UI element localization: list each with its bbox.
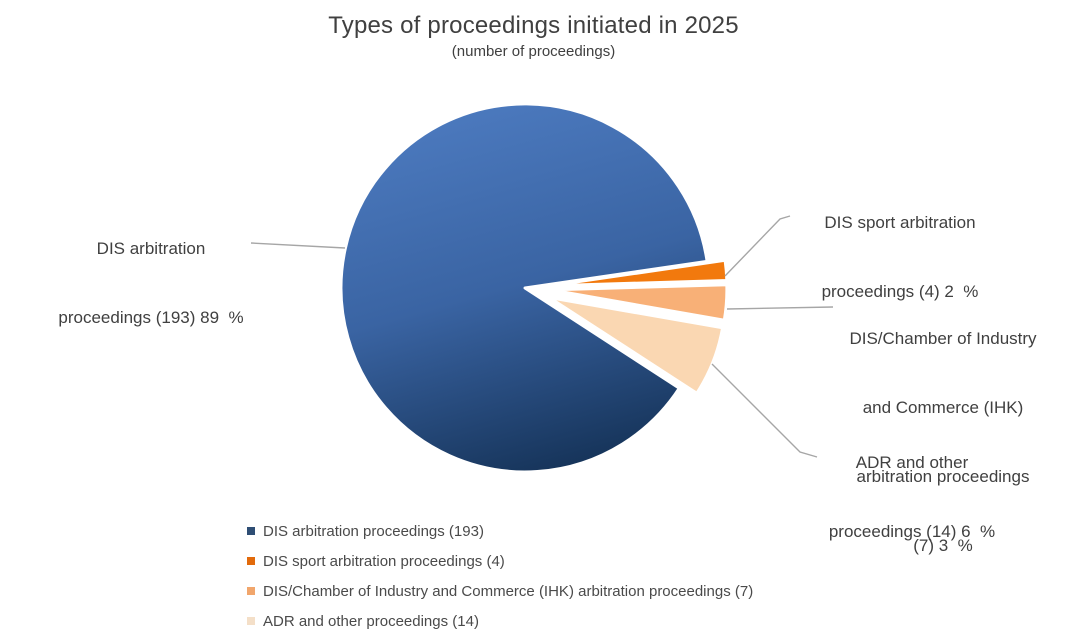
- legend-swatch-icon: [247, 557, 255, 565]
- leader-line-dis-arbitration: [250, 242, 346, 249]
- leader-line-adr-other: [711, 363, 818, 458]
- data-label-line: arbitration proceedings: [856, 467, 1030, 486]
- data-label-sport-arbitration: DIS sport arbitration proceedings (4) 2 …: [822, 165, 979, 349]
- leader-line-ihk-arbitration: [726, 306, 834, 310]
- data-label-line: DIS/Chamber of Industry: [849, 329, 1037, 348]
- data-label-line: proceedings (4) 2 %: [821, 282, 979, 301]
- legend-swatch-icon: [247, 617, 255, 625]
- legend-swatch-icon: [247, 527, 255, 535]
- data-label-line: DIS sport arbitration: [824, 213, 976, 232]
- data-label-adr-other: ADR and other proceedings (14) 6 %: [829, 405, 995, 589]
- data-label-line: proceedings (14) 6 %: [828, 522, 996, 541]
- chart-subtitle: (number of proceedings): [451, 43, 616, 60]
- leader-line-sport-arbitration: [724, 215, 791, 277]
- legend-item-ihk-arbitration: DIS/Chamber of Industry and Commerce (IH…: [247, 576, 753, 606]
- pie-slice-sport-arbitration: [549, 258, 729, 288]
- data-label-line: (7) 3 %: [913, 536, 973, 555]
- pie-slice-dis-arbitration: [339, 102, 709, 474]
- legend-label: DIS sport arbitration proceedings (4): [263, 552, 505, 570]
- data-label-ihk-arbitration: DIS/Chamber of Industry and Commerce (IH…: [849, 281, 1036, 603]
- data-label-line: proceedings (193) 89 %: [58, 308, 244, 327]
- data-label-line: DIS arbitration: [96, 239, 206, 258]
- data-label-dis-arbitration: DIS arbitration proceedings (193) 89 %: [58, 191, 243, 375]
- data-label-line: ADR and other: [855, 453, 969, 472]
- pie-slice-adr-other: [547, 296, 725, 395]
- pie-slice-ihk-arbitration: [549, 283, 729, 322]
- legend-item-sport-arbitration: DIS sport arbitration proceedings (4): [247, 546, 753, 576]
- legend-label: DIS arbitration proceedings (193): [263, 522, 484, 540]
- legend-label: DIS/Chamber of Industry and Commerce (IH…: [263, 582, 754, 600]
- chart-legend: DIS arbitration proceedings (193) DIS sp…: [247, 516, 753, 636]
- legend-label: ADR and other proceedings (14): [263, 612, 479, 630]
- legend-swatch-icon: [247, 587, 255, 595]
- chart-title: Types of proceedings initiated in 2025: [328, 12, 739, 39]
- legend-item-adr-other: ADR and other proceedings (14): [247, 606, 753, 636]
- legend-item-dis-arbitration: DIS arbitration proceedings (193): [247, 516, 753, 546]
- data-label-line: and Commerce (IHK): [862, 398, 1024, 417]
